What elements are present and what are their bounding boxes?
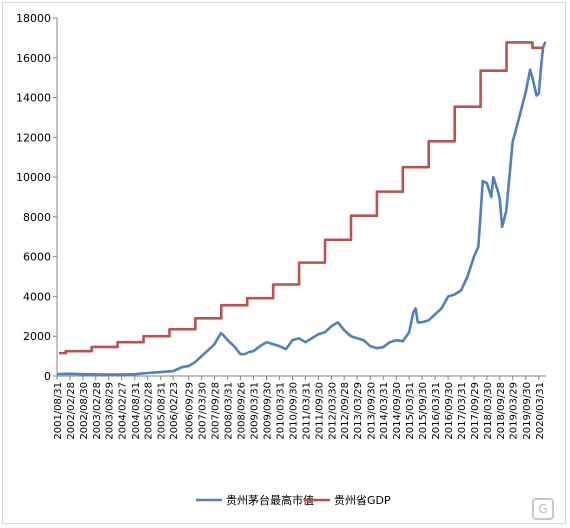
x-tick-label: 2018/09/28 xyxy=(496,382,507,440)
watermark-logo: G xyxy=(532,498,558,520)
y-tick-label: 0 xyxy=(44,370,51,383)
x-tick-label: 2007/09/28 xyxy=(211,382,222,440)
chart-axes xyxy=(56,18,546,377)
x-tick-label: 2012/09/28 xyxy=(340,382,351,440)
x-tick-label: 2013/09/30 xyxy=(366,382,377,440)
y-tick-label: 10000 xyxy=(16,171,51,184)
x-tick-label: 2015/09/30 xyxy=(418,382,429,440)
x-tick-label: 2008/09/26 xyxy=(236,382,247,440)
x-tick-label: 2003/08/29 xyxy=(105,382,116,440)
axis-lines xyxy=(56,18,546,377)
x-tick-label: 2004/02/27 xyxy=(118,382,129,440)
x-tick-label: 2010/03/31 xyxy=(275,382,286,440)
y-tick-label: 18000 xyxy=(16,12,51,25)
x-tick-label: 2006/02/23 xyxy=(169,382,180,440)
x-tick-label: 2005/08/31 xyxy=(157,382,168,440)
series-lines xyxy=(56,41,547,376)
x-tick-label: 2014/09/30 xyxy=(392,382,403,440)
y-tick-label: 16000 xyxy=(16,52,51,65)
y-tick-label: 8000 xyxy=(23,211,51,224)
x-tick-label: 2012/03/30 xyxy=(327,382,338,440)
x-tick-label: 2004/08/31 xyxy=(131,382,142,440)
series-line-maotai-market-cap xyxy=(56,41,547,376)
x-tick-label: 2005/02/28 xyxy=(144,382,155,440)
x-tick-label: 2009/09/30 xyxy=(263,382,274,440)
legend: 贵州茅台最高市值 贵州省GDP xyxy=(196,493,391,507)
x-axis-ticks: 2001/08/31 2002/02/28 2002/08/30 2003/02/28… xyxy=(53,376,546,440)
y-tick-label: 12000 xyxy=(16,131,51,144)
x-tick-label: 2002/08/30 xyxy=(79,382,90,440)
x-tick-label: 2017/09/29 xyxy=(470,382,481,440)
x-tick-label: 2015/03/31 xyxy=(405,382,416,440)
x-tick-label: 2016/03/31 xyxy=(431,382,442,440)
x-tick-label: 2013/03/29 xyxy=(353,382,364,440)
y-tick-label: 14000 xyxy=(16,92,51,105)
x-tick-label: 2006/09/29 xyxy=(185,382,196,440)
series-line-guizhou-gdp xyxy=(59,41,543,355)
y-tick-label: 4000 xyxy=(23,290,51,303)
x-tick-label: 2010/09/30 xyxy=(288,382,299,440)
x-tick-label: 2003/02/28 xyxy=(92,382,103,440)
x-tick-label: 2002/02/28 xyxy=(66,382,77,440)
x-tick-label: 2011/09/30 xyxy=(314,382,325,440)
x-tick-label: 2019/09/30 xyxy=(522,382,533,440)
x-tick-label: 2014/03/31 xyxy=(379,382,390,440)
x-tick-label: 2011/03/31 xyxy=(301,382,312,440)
x-tick-label: 2020/03/31 xyxy=(535,382,546,440)
x-tick-label: 2019/03/29 xyxy=(509,382,520,440)
y-tick-label: 6000 xyxy=(23,251,51,264)
x-tick-label: 2017/03/31 xyxy=(457,382,468,440)
x-tick-label: 2018/03/30 xyxy=(483,382,494,440)
x-tick-label: 2007/03/30 xyxy=(198,382,209,440)
legend-label: 贵州茅台最高市值 xyxy=(226,493,314,507)
y-tick-label: 2000 xyxy=(23,330,51,343)
chart-frame xyxy=(2,2,566,524)
x-tick-label: 2001/08/31 xyxy=(53,382,64,440)
x-tick-label: 2016/09/30 xyxy=(444,382,455,440)
legend-label: 贵州省GDP xyxy=(334,494,391,507)
watermark-icon: G xyxy=(532,498,554,520)
x-tick-label: 2009/03/31 xyxy=(250,382,261,440)
x-tick-label: 2008/03/31 xyxy=(224,382,235,440)
y-axis-ticks: 0 2000 4000 6000 8000 10000 12000 14000 16000 180… xyxy=(16,12,57,383)
